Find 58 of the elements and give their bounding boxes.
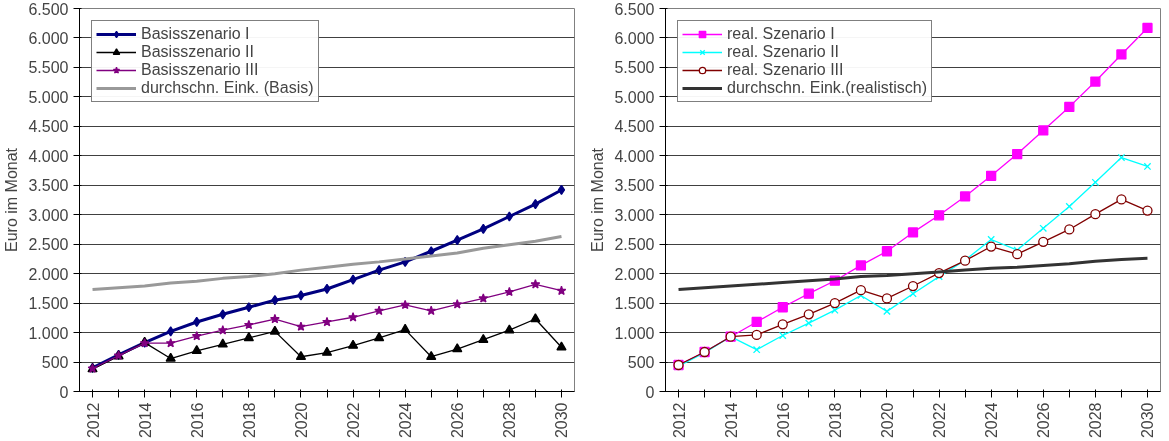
x-tick-label: 2024 bbox=[983, 402, 1001, 439]
legend-label: Basisszenario III bbox=[141, 61, 259, 79]
y-tick-label: 1.000 bbox=[28, 324, 69, 342]
y-tick-label: 1.500 bbox=[28, 295, 69, 313]
y-tick-label: 2.500 bbox=[28, 236, 69, 254]
y-tick-label: 6.500 bbox=[614, 0, 655, 18]
x-tick-label: 2030 bbox=[1139, 402, 1157, 439]
y-tick-label: 1.000 bbox=[614, 324, 655, 342]
y-tick-label: 6.000 bbox=[614, 29, 655, 47]
y-tick-label: 0 bbox=[645, 383, 655, 401]
x-tick-label: 2028 bbox=[501, 402, 519, 439]
y-tick-label: 5.500 bbox=[28, 59, 69, 77]
y-tick-label: 4.000 bbox=[614, 147, 655, 165]
y-tick-label: 6.000 bbox=[28, 29, 69, 47]
y-tick-label: 500 bbox=[41, 354, 69, 372]
y-tick-label: 5.000 bbox=[28, 88, 69, 106]
x-tick-label: 2014 bbox=[722, 402, 740, 439]
y-axis-title: Euro im Monat bbox=[3, 147, 21, 253]
legend-label: durchschn. Eink.(realistisch) bbox=[727, 79, 928, 97]
legend-label: Basisszenario I bbox=[141, 25, 250, 43]
legend-label: Basisszenario II bbox=[141, 43, 254, 61]
legend-label: real. Szenario I bbox=[727, 25, 835, 43]
x-tick-label: 2022 bbox=[345, 402, 363, 439]
y-tick-label: 4.000 bbox=[28, 147, 69, 165]
y-tick-label: 1.500 bbox=[614, 295, 655, 313]
x-tick-label: 2018 bbox=[826, 402, 844, 439]
x-tick-label: 2018 bbox=[240, 402, 258, 439]
y-tick-label: 4.500 bbox=[28, 118, 69, 136]
x-tick-label: 2026 bbox=[1035, 402, 1053, 439]
y-tick-label: 2.000 bbox=[28, 265, 69, 283]
y-tick-label: 6.500 bbox=[28, 0, 69, 18]
x-tick-label: 2026 bbox=[449, 402, 467, 439]
y-tick-label: 5.000 bbox=[614, 88, 655, 106]
x-tick-label: 2028 bbox=[1087, 402, 1105, 439]
x-tick-label: 2016 bbox=[188, 402, 206, 439]
legend-label: real. Szenario III bbox=[727, 61, 844, 79]
x-tick-label: 2016 bbox=[774, 402, 792, 439]
x-tick-label: 2020 bbox=[878, 402, 896, 439]
y-tick-label: 3.000 bbox=[614, 206, 655, 224]
y-tick-label: 3.000 bbox=[28, 206, 69, 224]
y-tick-label: 4.500 bbox=[614, 118, 655, 136]
x-tick-label: 2022 bbox=[931, 402, 949, 439]
x-tick-label: 2020 bbox=[292, 402, 310, 439]
y-tick-label: 5.500 bbox=[614, 59, 655, 77]
y-tick-label: 0 bbox=[59, 383, 69, 401]
x-tick-label: 2012 bbox=[84, 402, 102, 439]
legend-label: real. Szenario II bbox=[727, 43, 840, 61]
x-tick-label: 2014 bbox=[136, 402, 154, 439]
y-tick-label: 500 bbox=[627, 354, 655, 372]
y-tick-label: 2.000 bbox=[614, 265, 655, 283]
x-tick-label: 2030 bbox=[553, 402, 571, 439]
x-tick-label: 2024 bbox=[397, 402, 415, 439]
y-axis-title: Euro im Monat bbox=[589, 147, 607, 253]
y-tick-label: 2.500 bbox=[614, 236, 655, 254]
y-tick-label: 3.500 bbox=[614, 177, 655, 195]
legend-label: durchschn. Eink. (Basis) bbox=[141, 79, 314, 97]
y-tick-label: 3.500 bbox=[28, 177, 69, 195]
x-tick-label: 2012 bbox=[670, 402, 688, 439]
